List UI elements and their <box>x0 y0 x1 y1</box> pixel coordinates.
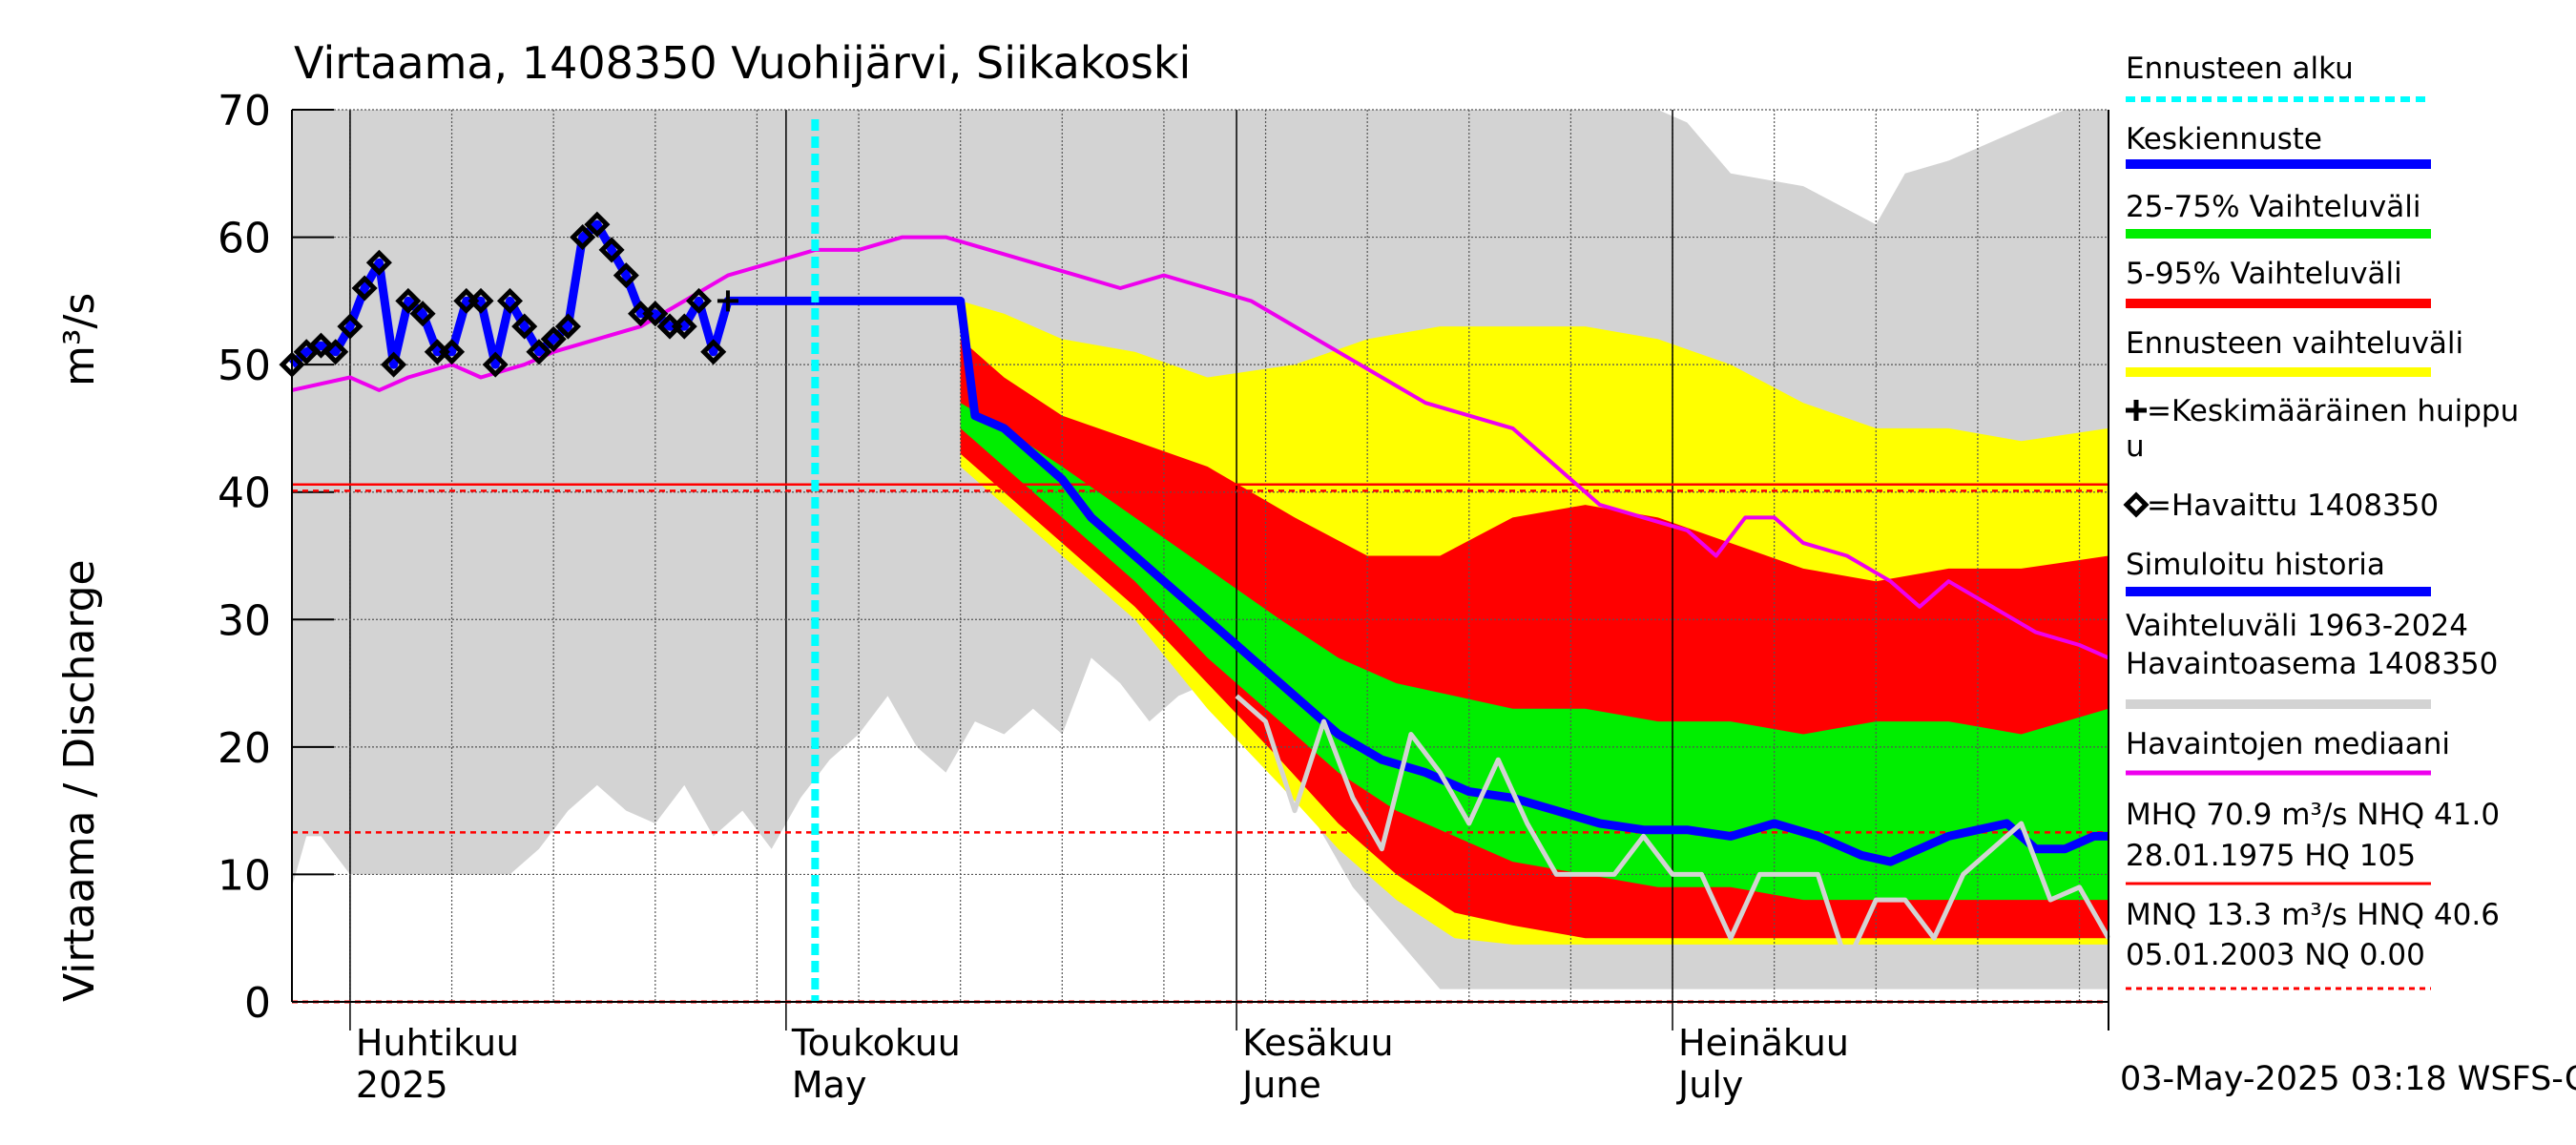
legend-label: Havaintojen mediaani <box>2126 727 2450 761</box>
observed-point <box>613 262 639 289</box>
observed-point <box>570 224 596 251</box>
observed-point <box>496 287 524 314</box>
legend-label-line2: u <box>2126 429 2145 464</box>
x-month-sublabel: June <box>1240 1064 1321 1106</box>
observed-point <box>511 313 538 340</box>
x-month-sublabel: 2025 <box>356 1064 448 1106</box>
observed-point <box>642 301 669 327</box>
legend-label: MHQ 70.9 m³/s NHQ 41.0 <box>2126 798 2500 832</box>
x-month-label: Toukokuu <box>791 1022 961 1064</box>
observed-point <box>467 287 494 314</box>
observed-point <box>700 339 727 365</box>
observed-point <box>526 339 552 365</box>
observed-point <box>584 211 611 238</box>
y-tick-label: 50 <box>218 342 271 390</box>
mean-peak-marker <box>717 290 738 312</box>
legend-observed-icon <box>2123 491 2150 518</box>
x-month-label: Kesäkuu <box>1242 1022 1394 1064</box>
legend-label: 25-75% Vaihteluväli <box>2126 190 2421 224</box>
chart-title: Virtaama, 1408350 Vuohijärvi, Siikakoski <box>294 37 1191 89</box>
observed-point <box>381 351 407 378</box>
mean-forecast-line <box>815 296 2109 866</box>
observed-point <box>337 313 364 340</box>
observed-point <box>685 287 713 314</box>
legend-label: =Keskimääräinen huippu <box>2147 394 2519 428</box>
y-tick-label: 0 <box>244 979 271 1028</box>
x-month-sublabel: July <box>1676 1064 1743 1106</box>
observed-point <box>365 249 392 276</box>
y-tick-label: 60 <box>218 215 271 263</box>
legend-label-line2: 05.01.2003 NQ 0.00 <box>2126 938 2425 972</box>
legend-label: =Havaittu 1408350 <box>2147 489 2439 523</box>
observed-point <box>351 275 378 302</box>
sample-member-line <box>1235 694 2111 967</box>
y-tick-label: 30 <box>218 596 271 645</box>
legend-label: Ennusteen alku <box>2126 52 2354 86</box>
percentile-25-75-band <box>960 403 2109 901</box>
observed-point <box>540 325 567 352</box>
legend-peak-icon <box>2126 400 2147 421</box>
y-tick-label: 40 <box>218 469 271 518</box>
legend-label: Keskiennuste <box>2126 122 2322 156</box>
legend-label: Ennusteen vaihteluväli <box>2126 326 2463 361</box>
observed-point <box>598 237 625 263</box>
median-line <box>291 235 2109 660</box>
observed-point <box>554 313 581 340</box>
legend-label-line2: Havaintoasema 1408350 <box>2126 647 2498 681</box>
y-tick-label: 10 <box>218 851 271 900</box>
observed-point <box>439 339 466 365</box>
legend-label: 5-95% Vaihteluväli <box>2126 257 2402 291</box>
x-month-sublabel: May <box>792 1064 867 1106</box>
footer-timestamp: 03-May-2025 03:18 WSFS-O <box>2120 1060 2576 1098</box>
y-tick-label: 20 <box>218 724 271 773</box>
observed-point <box>307 332 334 359</box>
observed-point <box>395 287 422 314</box>
y-axis-unit: m³/s <box>55 293 104 386</box>
legend-label-line2: 28.01.1975 HQ 105 <box>2126 839 2416 873</box>
legend: Ennusteen alku Keskiennuste 25-75% Vaihtel… <box>2123 52 2519 990</box>
legend-label: Vaihteluväli 1963-2024 <box>2126 609 2468 643</box>
x-month-label: Huhtikuu <box>356 1022 519 1064</box>
x-month-label: Heinäkuu <box>1678 1022 1849 1064</box>
observed-point <box>482 351 509 378</box>
y-axis-label: Virtaama / Discharge <box>55 559 104 1002</box>
observed-point <box>409 301 436 327</box>
y-tick-label: 70 <box>218 87 271 135</box>
legend-label: Simuloitu historia <box>2126 548 2385 582</box>
observed-point <box>322 339 349 365</box>
observed-point <box>671 313 697 340</box>
legend-label: MNQ 13.3 m³/s HNQ 40.6 <box>2126 898 2500 932</box>
